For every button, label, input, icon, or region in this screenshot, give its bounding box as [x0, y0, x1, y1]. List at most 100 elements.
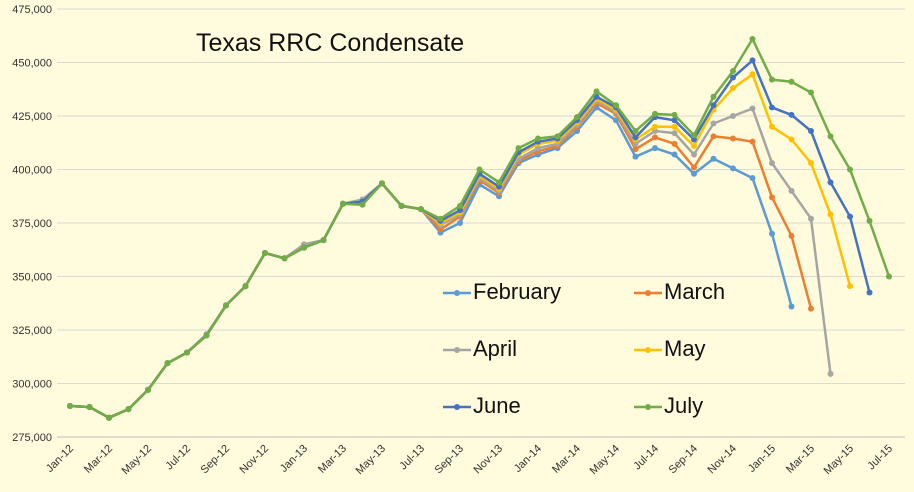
data-point	[730, 113, 736, 119]
data-point	[847, 166, 853, 173]
data-point	[476, 166, 483, 173]
data-point	[827, 211, 834, 218]
legend-marker	[454, 290, 460, 296]
data-point	[359, 201, 366, 208]
data-point	[691, 132, 697, 139]
data-point	[652, 145, 658, 152]
data-point	[379, 180, 385, 187]
data-point	[808, 89, 814, 96]
data-point	[632, 153, 639, 160]
data-point	[710, 155, 717, 162]
data-point	[437, 215, 444, 222]
data-point	[301, 244, 307, 251]
legend-label: June	[473, 393, 521, 418]
data-point	[749, 175, 756, 182]
legend-marker	[645, 290, 651, 296]
data-point	[515, 145, 522, 152]
data-point	[418, 206, 424, 213]
data-point	[710, 102, 717, 109]
data-point	[398, 202, 405, 209]
legend-label: May	[664, 336, 706, 361]
y-tick-label: 300,000	[12, 379, 52, 391]
data-point	[691, 151, 697, 158]
data-point	[730, 74, 736, 81]
legend-label: April	[473, 336, 517, 361]
data-point	[613, 102, 619, 109]
data-point	[788, 303, 795, 310]
data-point	[769, 230, 775, 237]
data-point	[827, 179, 834, 186]
data-point	[710, 93, 717, 100]
data-point	[145, 386, 151, 393]
data-point	[749, 71, 756, 78]
data-point	[730, 135, 736, 142]
data-point	[203, 332, 210, 339]
y-tick-label: 275,000	[12, 432, 52, 444]
data-point	[496, 183, 502, 190]
data-point	[808, 305, 814, 312]
chart-title: Texas RRC Condensate	[196, 29, 464, 57]
data-point	[554, 133, 561, 140]
data-point	[593, 88, 600, 95]
data-point	[769, 160, 775, 167]
data-point	[632, 127, 639, 134]
data-point	[652, 123, 658, 130]
data-point	[242, 283, 249, 290]
legend-marker	[454, 347, 460, 353]
data-point	[671, 151, 678, 158]
data-point	[827, 133, 834, 140]
data-point	[652, 127, 658, 134]
data-point	[730, 68, 736, 75]
data-point	[320, 237, 327, 244]
data-point	[749, 105, 756, 112]
data-point	[808, 127, 814, 134]
data-point	[632, 140, 639, 147]
data-point	[710, 120, 717, 127]
data-point	[671, 130, 678, 137]
data-point	[632, 134, 639, 141]
y-tick-label: 350,000	[12, 272, 52, 284]
data-point	[223, 302, 229, 309]
y-tick-label: 475,000	[12, 4, 52, 16]
data-point	[535, 145, 541, 152]
legend-marker	[454, 404, 460, 410]
data-point	[788, 111, 795, 118]
data-point	[671, 117, 678, 124]
data-point	[866, 289, 873, 296]
legend-label: July	[664, 393, 703, 418]
data-point	[184, 349, 190, 356]
data-point	[652, 110, 658, 117]
y-tick-label: 400,000	[12, 165, 52, 177]
data-point	[457, 202, 463, 209]
data-point	[769, 194, 775, 201]
data-point	[496, 179, 502, 186]
data-point	[749, 138, 756, 145]
data-point	[671, 140, 678, 147]
data-point	[769, 123, 775, 130]
data-point	[106, 414, 112, 421]
data-point	[886, 273, 892, 280]
data-point	[788, 232, 795, 239]
legend-label: February	[473, 279, 561, 304]
data-point	[262, 249, 268, 256]
data-point	[437, 226, 444, 233]
data-point	[574, 114, 580, 121]
data-point	[632, 146, 639, 153]
data-point	[535, 135, 541, 142]
data-point	[691, 170, 697, 177]
data-point	[86, 404, 93, 411]
data-point	[671, 123, 678, 130]
data-point	[788, 187, 795, 194]
data-point	[808, 215, 814, 222]
data-point	[125, 406, 132, 413]
data-point	[457, 207, 463, 214]
data-point	[691, 136, 697, 143]
y-tick-label: 375,000	[12, 218, 52, 230]
data-point	[730, 85, 736, 92]
data-point	[671, 111, 678, 118]
data-point	[710, 133, 717, 140]
legend-label: March	[664, 279, 725, 304]
data-point	[788, 136, 795, 143]
data-point	[866, 217, 873, 224]
